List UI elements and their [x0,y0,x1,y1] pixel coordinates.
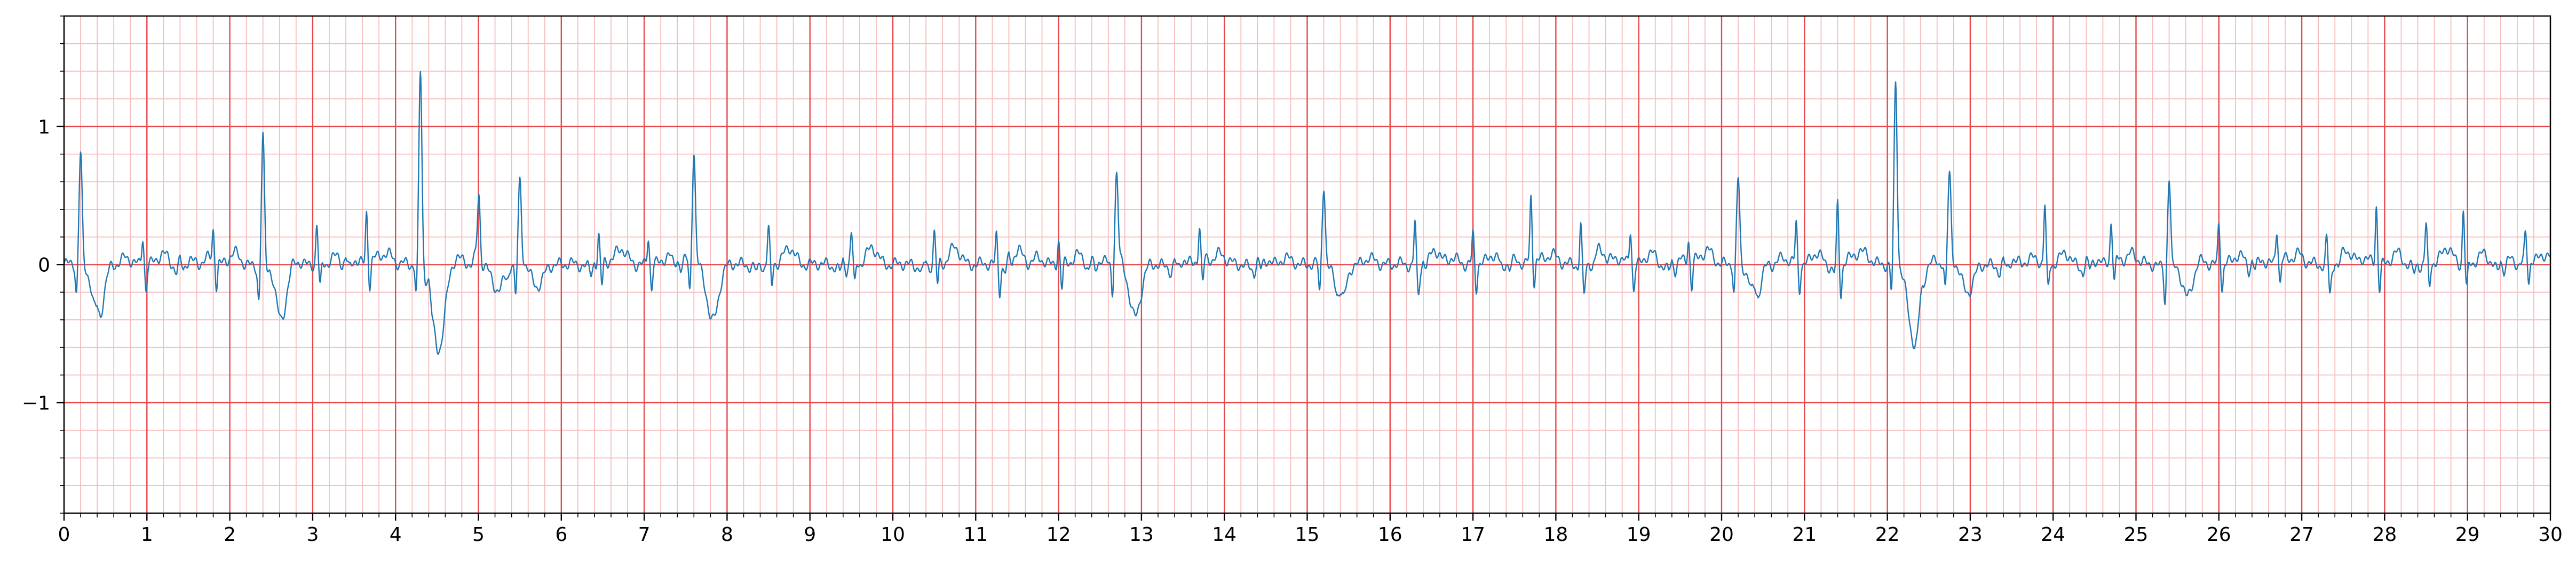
x-axis-ticks: 0 1 2 3 4 5 6 7 8 9 10 11 12 13 14 15 16 17 18 19 20 21 22 23 24… [58,513,2563,546]
x-tick-label: 16 [1378,524,1402,546]
x-tick-label: 3 [306,524,319,546]
x-tick-label: 28 [2372,524,2397,546]
x-tick-label: 23 [1958,524,1983,546]
signal-trace [63,70,2551,355]
x-tick-label: 27 [2289,524,2314,546]
x-tick-label: 0 [58,524,70,546]
x-tick-label: 13 [1129,524,1154,546]
x-tick-label: 15 [1295,524,1320,546]
x-tick-label: 5 [472,524,485,546]
x-tick-label: 25 [2124,524,2149,546]
x-tick-label: 21 [1792,524,1817,546]
y-tick-label: 0 [38,255,50,277]
x-tick-label: 18 [1543,524,1568,546]
y-tick-label: 1 [38,116,50,138]
x-tick-label: 26 [2207,524,2231,546]
signal-trace-group [63,70,2551,355]
x-tick-label: 22 [1875,524,1900,546]
x-tick-label: 2 [224,524,236,546]
x-tick-label: 14 [1212,524,1237,546]
x-tick-label: 9 [804,524,816,546]
x-tick-label: 11 [963,524,988,546]
y-tick-label: −1 [22,392,50,414]
x-tick-label: 20 [1709,524,1734,546]
x-tick-label: 6 [555,524,567,546]
x-tick-label: 30 [2538,524,2563,546]
x-tick-label: 19 [1627,524,1651,546]
x-tick-label: 10 [881,524,905,546]
x-tick-label: 1 [141,524,153,546]
x-tick-label: 12 [1047,524,1071,546]
y-axis-ticks: 1 0 −1 [22,15,64,514]
x-tick-label: 7 [638,524,651,546]
x-tick-label: 8 [721,524,733,546]
x-tick-label: 29 [2455,524,2480,546]
x-tick-label: 17 [1461,524,1485,546]
x-tick-label: 4 [390,524,402,546]
x-tick-label: 24 [2041,524,2065,546]
